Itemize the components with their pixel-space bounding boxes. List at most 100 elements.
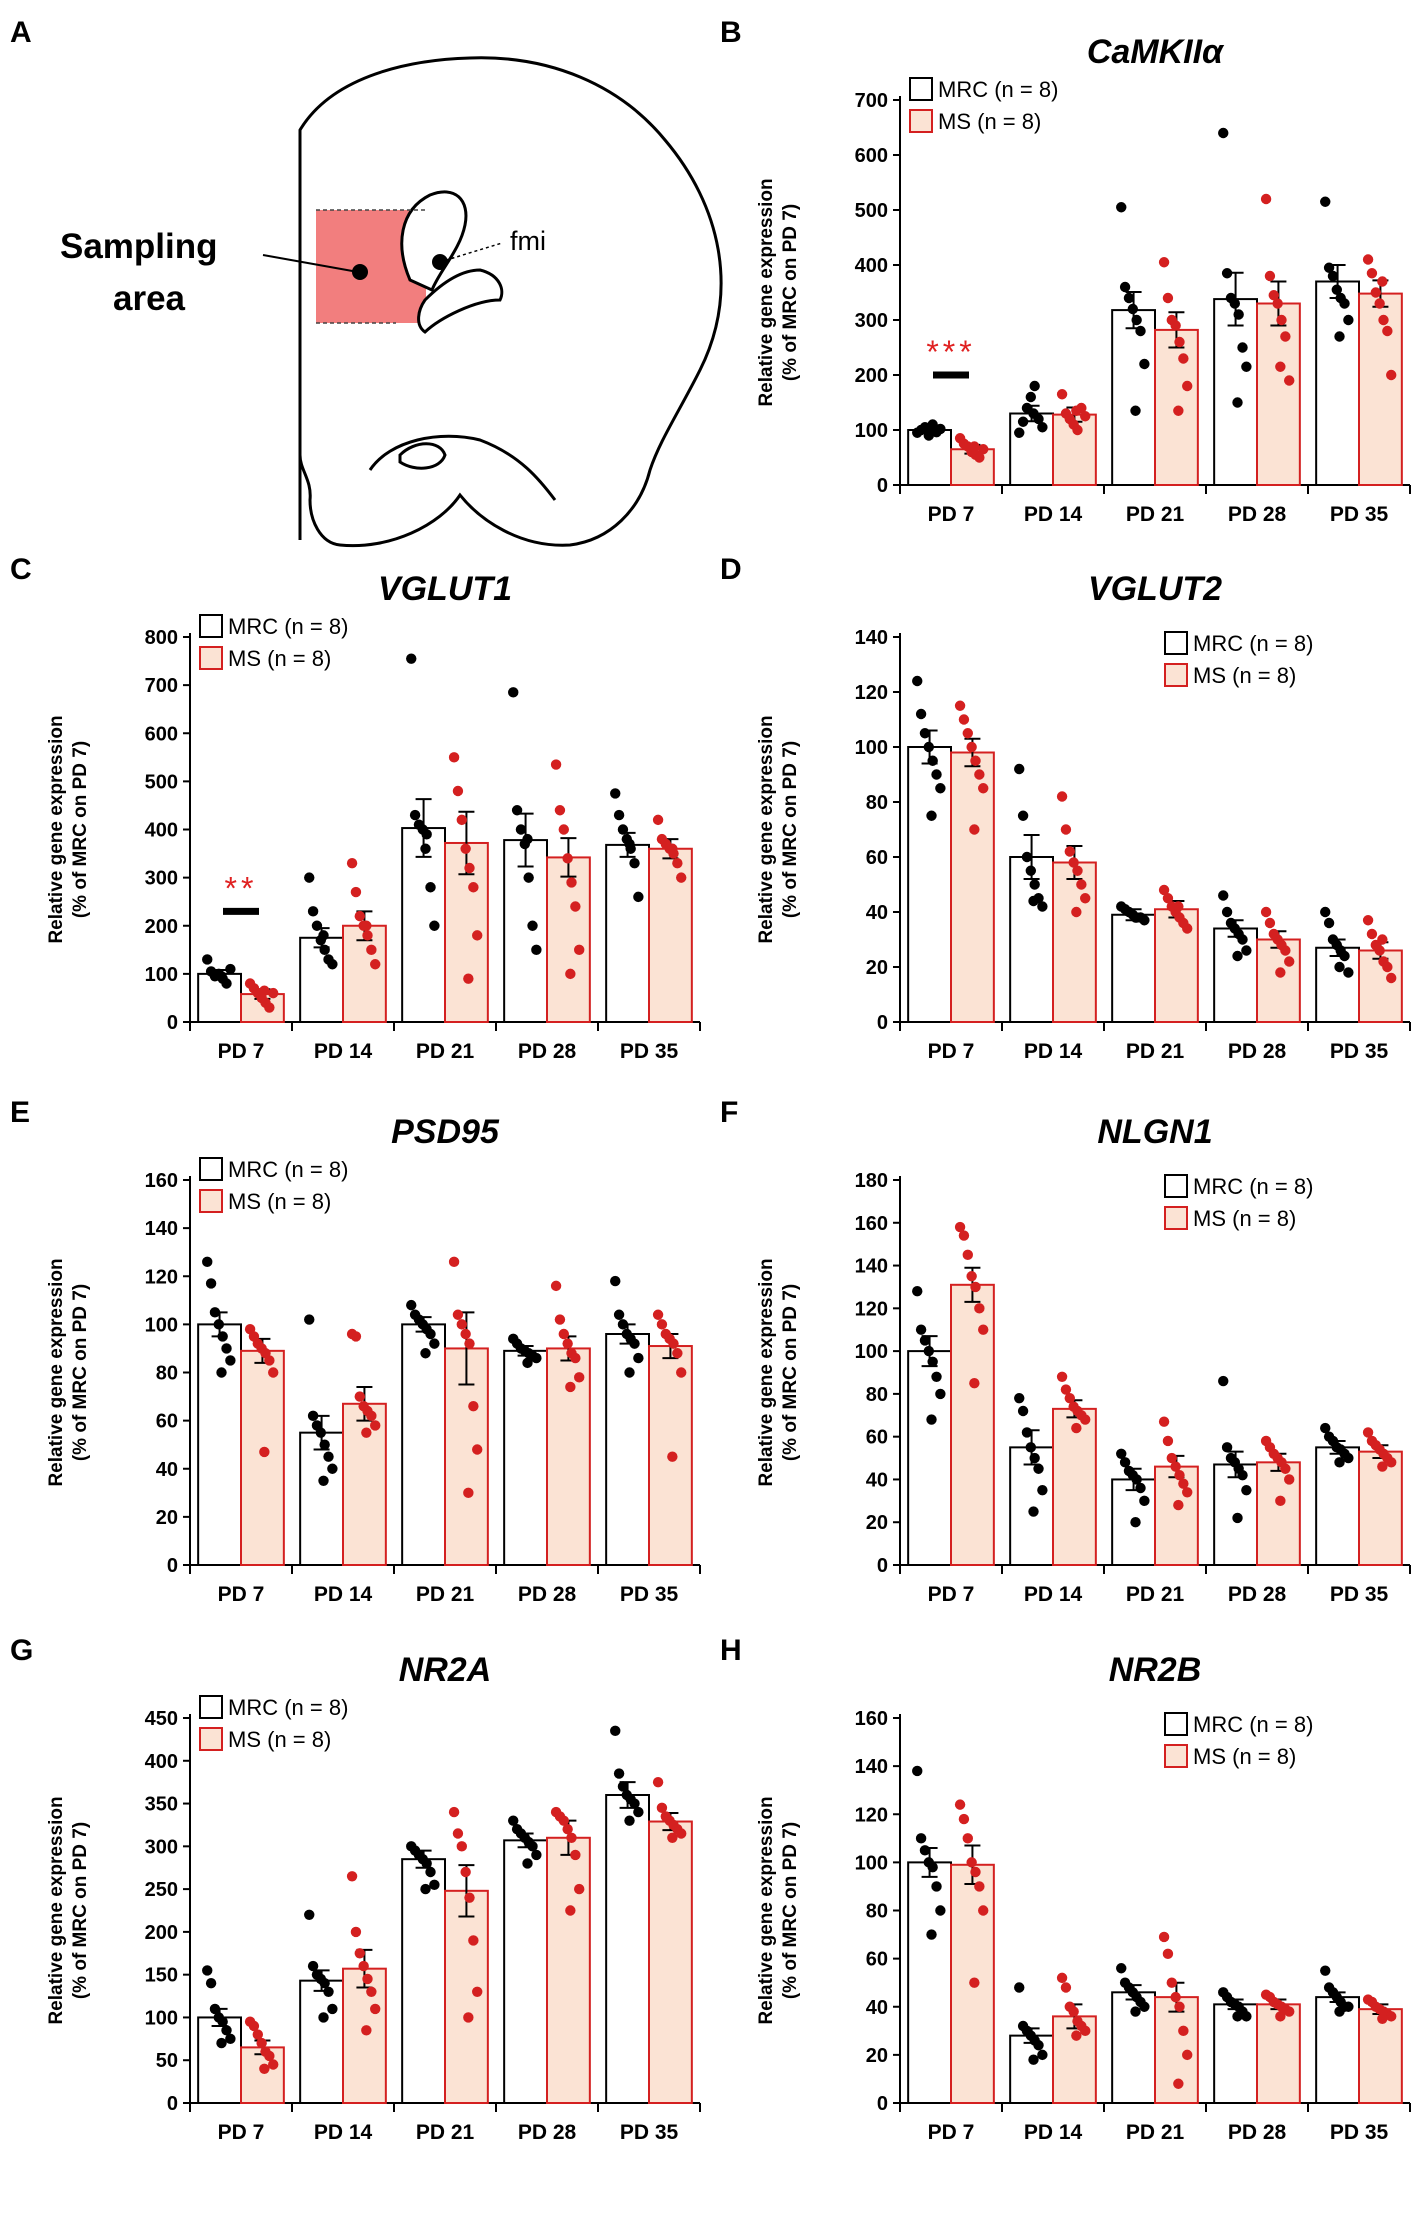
chart-panel-c: C VGLUT1 Relative gene expression (% of MRC…	[10, 553, 701, 1063]
data-point-mrc	[1130, 2006, 1141, 2017]
data-point-ms	[1166, 1452, 1177, 1464]
data-point-ms	[264, 2050, 275, 2062]
data-point-ms	[574, 1372, 585, 1383]
data-point-mrc	[1221, 906, 1233, 918]
y-tick-label: 80	[866, 1901, 888, 1923]
data-point-ms	[361, 2025, 372, 2036]
data-point-ms	[676, 1828, 687, 1839]
y-tick-label: 450	[145, 1708, 178, 1730]
y-axis-label-line1: Relative gene expression	[46, 1258, 67, 1486]
y-tick-label: 120	[855, 1804, 888, 1826]
data-point-ms	[1173, 2078, 1184, 2089]
data-point-mrc	[629, 1798, 640, 1809]
y-tick-label: 80	[156, 1363, 178, 1385]
data-point-ms	[656, 1319, 668, 1330]
y-tick-label: 350	[145, 1794, 178, 1816]
data-point-mrc	[202, 1965, 213, 1976]
legend-swatch-mrc	[1164, 1712, 1188, 1736]
data-point-mrc	[429, 1879, 440, 1891]
y-tick-label: 100	[145, 2007, 178, 2029]
data-point-ms	[1056, 791, 1068, 802]
legend-swatch-ms	[199, 1189, 223, 1213]
data-point-mrc	[202, 1256, 213, 1268]
data-point-mrc	[1025, 391, 1037, 403]
data-point-ms	[1374, 298, 1385, 309]
data-point-mrc	[315, 1427, 327, 1438]
x-tick-label: PD 35	[620, 1040, 679, 1063]
data-point-ms	[565, 968, 576, 980]
data-point-mrc	[617, 1781, 629, 1792]
y-axis-label-line1: Relative gene expression	[756, 1796, 777, 2024]
data-point-mrc	[209, 1307, 221, 1318]
data-point-ms	[362, 930, 373, 941]
legend-label-ms: MS (n = 8)	[228, 646, 331, 671]
data-point-ms	[460, 1866, 471, 1878]
data-point-mrc	[1037, 1484, 1048, 1496]
bar-mrc	[1213, 298, 1259, 486]
y-tick-label: 400	[145, 1751, 178, 1773]
data-point-mrc	[1025, 865, 1037, 876]
y-tick-label: 100	[145, 1314, 178, 1336]
chart-title: PSD95	[391, 1113, 500, 1151]
data-point-mrc	[1218, 890, 1229, 901]
data-point-mrc	[1131, 314, 1142, 326]
data-point-mrc	[1127, 303, 1139, 315]
data-point-mrc	[225, 1355, 236, 1366]
data-point-mrc	[523, 872, 534, 883]
data-point-ms	[970, 755, 981, 766]
y-axis-label-line2: (% of MRC on PD 7)	[70, 1284, 91, 1461]
data-point-ms	[268, 987, 279, 999]
data-point-mrc	[617, 824, 629, 835]
data-point-ms	[574, 1883, 585, 1895]
data-point-ms	[962, 1833, 973, 1844]
data-point-ms	[554, 1314, 566, 1325]
bar-ms	[444, 1889, 489, 2105]
data-point-mrc	[1123, 292, 1135, 304]
bar-mrc	[907, 1350, 953, 1566]
y-tick-label: 160	[855, 1708, 888, 1730]
data-point-mrc	[327, 1463, 338, 1474]
data-point-ms	[358, 1960, 369, 1972]
data-point-mrc	[1232, 950, 1243, 962]
data-point-ms	[558, 1328, 569, 1340]
bar-mrc	[299, 1431, 345, 1566]
y-axis-label-line1: Relative gene expression	[46, 715, 67, 943]
data-point-ms	[252, 2029, 263, 2040]
data-point-ms	[969, 1977, 980, 1988]
x-tick-label: PD 7	[928, 1040, 975, 1063]
significance-label: **	[225, 870, 258, 906]
legend-label-ms: MS (n = 8)	[228, 1727, 331, 1752]
data-point-mrc	[202, 954, 213, 965]
data-point-mrc	[1343, 1452, 1354, 1464]
data-point-ms	[1071, 405, 1082, 416]
data-point-mrc	[327, 2003, 338, 2015]
y-tick-label: 700	[855, 90, 888, 112]
data-point-mrc	[613, 809, 625, 821]
data-point-mrc	[1029, 380, 1040, 392]
y-tick-label: 700	[145, 675, 178, 697]
data-point-ms	[1374, 945, 1385, 956]
data-point-ms	[1080, 411, 1091, 422]
data-point-mrc	[205, 1278, 217, 1289]
data-point-mrc	[1221, 268, 1233, 279]
x-tick-label: PD 35	[1330, 2121, 1389, 2144]
x-tick-label: PD 21	[416, 2121, 475, 2144]
y-axis-label-line1: Relative gene expression	[46, 1796, 67, 2024]
bar-ms	[546, 1347, 591, 1566]
data-point-mrc	[1241, 2011, 1252, 2022]
data-point-ms	[958, 1813, 970, 1825]
bar-mrc	[907, 1861, 953, 2104]
data-point-ms	[1284, 956, 1295, 967]
data-point-ms	[978, 783, 989, 794]
y-tick-label: 0	[877, 2093, 888, 2115]
data-point-ms	[1386, 2011, 1397, 2022]
data-point-ms	[1284, 2006, 1295, 2017]
data-point-mrc	[221, 1343, 232, 1354]
legend-swatch-ms	[199, 646, 223, 670]
data-point-mrc	[1327, 270, 1339, 282]
data-point-mrc	[919, 728, 931, 739]
data-point-ms	[1162, 292, 1174, 304]
bar-ms	[546, 1836, 591, 2104]
data-point-ms	[354, 1391, 365, 1402]
